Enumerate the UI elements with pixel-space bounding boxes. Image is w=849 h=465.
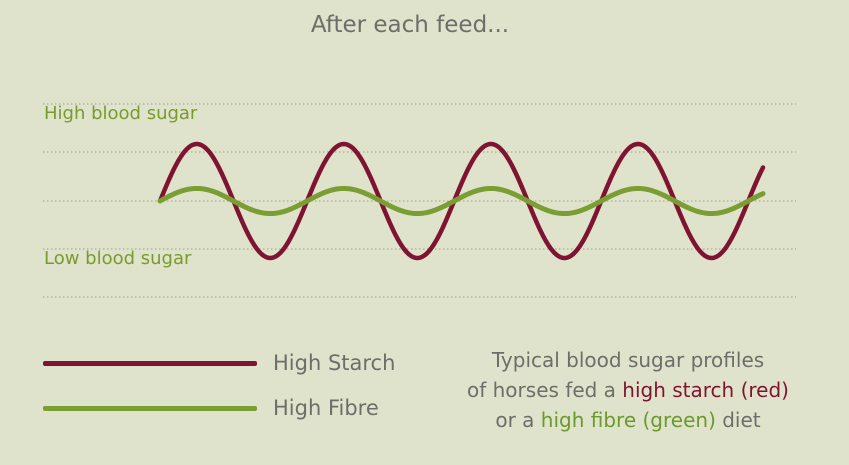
caption-line-3-end: diet: [715, 408, 761, 432]
legend-label-starch: High Starch: [273, 351, 396, 375]
plot-series: [157, 141, 766, 261]
caption-line-1: Typical blood sugar profiles: [491, 348, 765, 372]
y-label-high: High blood sugar: [44, 103, 198, 124]
y-label-low: Low blood sugar: [44, 248, 192, 269]
caption-line-3-text: or a: [495, 408, 541, 432]
legend-label-fibre: High Fibre: [273, 396, 379, 420]
caption-high-fibre: high fibre (green): [540, 408, 716, 432]
series-line-high-starch: [157, 141, 766, 261]
caption-line-3: or a high fibre (green) diet: [428, 405, 828, 435]
caption: Typical blood sugar profiles of horses f…: [428, 345, 828, 435]
legend-swatch-starch: [43, 361, 257, 366]
caption-line-2: of horses fed a high starch (red): [428, 375, 828, 405]
legend-swatch-fibre: [43, 406, 257, 411]
series-line-high-fibre: [157, 185, 766, 217]
blood-sugar-plot: [43, 103, 796, 298]
caption-line-2-text: of horses fed a: [467, 378, 623, 402]
chart-title: After each feed...: [310, 12, 510, 38]
gridlines: [43, 103, 796, 298]
caption-high-starch: high starch (red): [622, 378, 789, 402]
